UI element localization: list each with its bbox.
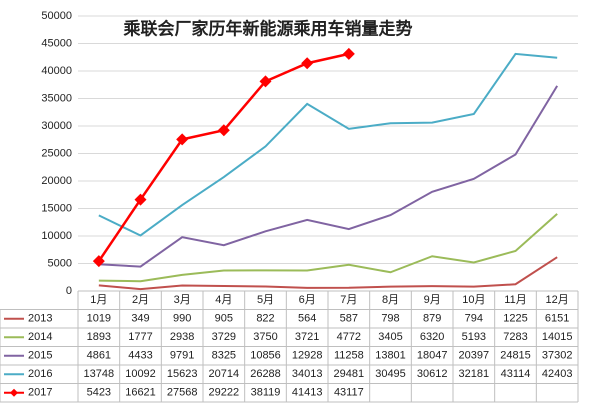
series-line [98, 213, 558, 283]
table-cell: 16621 [125, 387, 156, 399]
x-tick-label: 5月 [257, 294, 274, 306]
series-line [98, 52, 558, 237]
y-tick-label: 5000 [48, 257, 72, 269]
legend-label: 2015 [28, 350, 52, 362]
table-cell: 11258 [334, 350, 364, 362]
marker [176, 133, 189, 146]
x-tick-label: 12月 [546, 294, 569, 306]
chart-title: 乘联会厂家历年新能源乘用车销量走势 [123, 18, 413, 38]
table-cell: 3750 [253, 331, 277, 343]
table-cell: 4861 [87, 350, 111, 362]
table-cell: 6320 [420, 331, 444, 343]
table-cell: 27568 [167, 387, 198, 399]
table-cell: 10856 [250, 350, 281, 362]
table-cell: 794 [465, 313, 483, 325]
y-tick-label: 20000 [41, 175, 72, 187]
y-tick-label: 35000 [41, 92, 72, 104]
table-cell: 5193 [462, 331, 486, 343]
x-tick-label: 10月 [462, 294, 485, 306]
table-cell: 34013 [292, 368, 323, 380]
table-cell: 822 [256, 313, 274, 325]
marker [301, 57, 314, 70]
x-tick-label: 7月 [340, 294, 357, 306]
x-tick-label: 2月 [132, 294, 149, 306]
marker [342, 47, 355, 60]
table-cell: 42403 [542, 368, 573, 380]
table-cell: 20397 [459, 350, 490, 362]
x-tick-label: 4月 [215, 294, 232, 306]
legend-marker [10, 388, 18, 397]
table-cell: 7283 [503, 331, 527, 343]
table-cell: 905 [215, 313, 233, 325]
table-cell: 3721 [295, 331, 319, 343]
x-tick-label: 3月 [174, 294, 191, 306]
table-cell: 1019 [87, 313, 111, 325]
x-tick-label: 9月 [424, 294, 441, 306]
table-cell: 13748 [84, 368, 115, 380]
table-cell: 43114 [501, 368, 531, 380]
table-cell: 4433 [128, 350, 152, 362]
series-line [98, 256, 558, 291]
table-cell: 564 [298, 313, 316, 325]
marker [217, 124, 230, 137]
table-cell: 32181 [459, 368, 490, 380]
table-cell: 10092 [125, 368, 156, 380]
legend-label: 2016 [28, 368, 52, 380]
table-cell: 1893 [87, 331, 111, 343]
x-tick-label: 6月 [299, 294, 316, 306]
table-cell: 24815 [500, 350, 531, 362]
table-cell: 38119 [251, 387, 281, 399]
table-cell: 41413 [292, 387, 323, 399]
table-cell: 798 [381, 313, 399, 325]
legend-label: 2014 [28, 331, 52, 343]
table-cell: 2938 [170, 331, 194, 343]
table-cell: 8325 [212, 350, 236, 362]
table-cell: 879 [423, 313, 441, 325]
marker [259, 75, 272, 88]
table-cell: 3405 [378, 331, 402, 343]
table-cell: 29481 [334, 368, 365, 380]
y-tick-label: 45000 [41, 37, 72, 49]
table-cell: 15623 [167, 368, 198, 380]
y-tick-label: 0 [66, 285, 72, 297]
marker [92, 255, 105, 268]
y-tick-label: 15000 [41, 202, 72, 214]
y-tick-label: 10000 [41, 230, 72, 242]
table-cell: 30495 [375, 368, 406, 380]
table-cell: 1225 [503, 313, 527, 325]
table-cell: 29222 [209, 387, 240, 399]
table-cell: 9791 [170, 350, 194, 362]
table-cell: 18047 [417, 350, 448, 362]
table-cell: 37302 [542, 350, 573, 362]
table-cell: 43117 [334, 387, 364, 399]
table-cell: 13801 [375, 350, 406, 362]
table-cell: 12928 [292, 350, 323, 362]
table-cell: 587 [340, 313, 358, 325]
x-tick-label: 11月 [504, 294, 526, 306]
table-cell: 990 [173, 313, 191, 325]
marker [134, 193, 147, 206]
table-cell: 1777 [128, 331, 152, 343]
table-cell: 6151 [545, 313, 569, 325]
y-tick-label: 50000 [41, 10, 72, 22]
y-tick-label: 30000 [41, 120, 72, 132]
table-cell: 14015 [542, 331, 573, 343]
x-tick-label: 1月 [90, 294, 107, 306]
x-tick-label: 8月 [382, 294, 399, 306]
table-cell: 30612 [417, 368, 448, 380]
y-tick-label: 40000 [41, 65, 72, 77]
table-cell: 20714 [209, 368, 240, 380]
table-cell: 4772 [337, 331, 361, 343]
table-cell: 3729 [212, 331, 236, 343]
series-line [98, 85, 559, 268]
table-cell: 349 [131, 313, 149, 325]
y-tick-label: 25000 [41, 147, 72, 159]
table-cell: 5423 [87, 387, 111, 399]
legend-label: 2017 [28, 387, 52, 399]
legend-label: 2013 [28, 313, 52, 325]
table-cell: 26288 [250, 368, 281, 380]
